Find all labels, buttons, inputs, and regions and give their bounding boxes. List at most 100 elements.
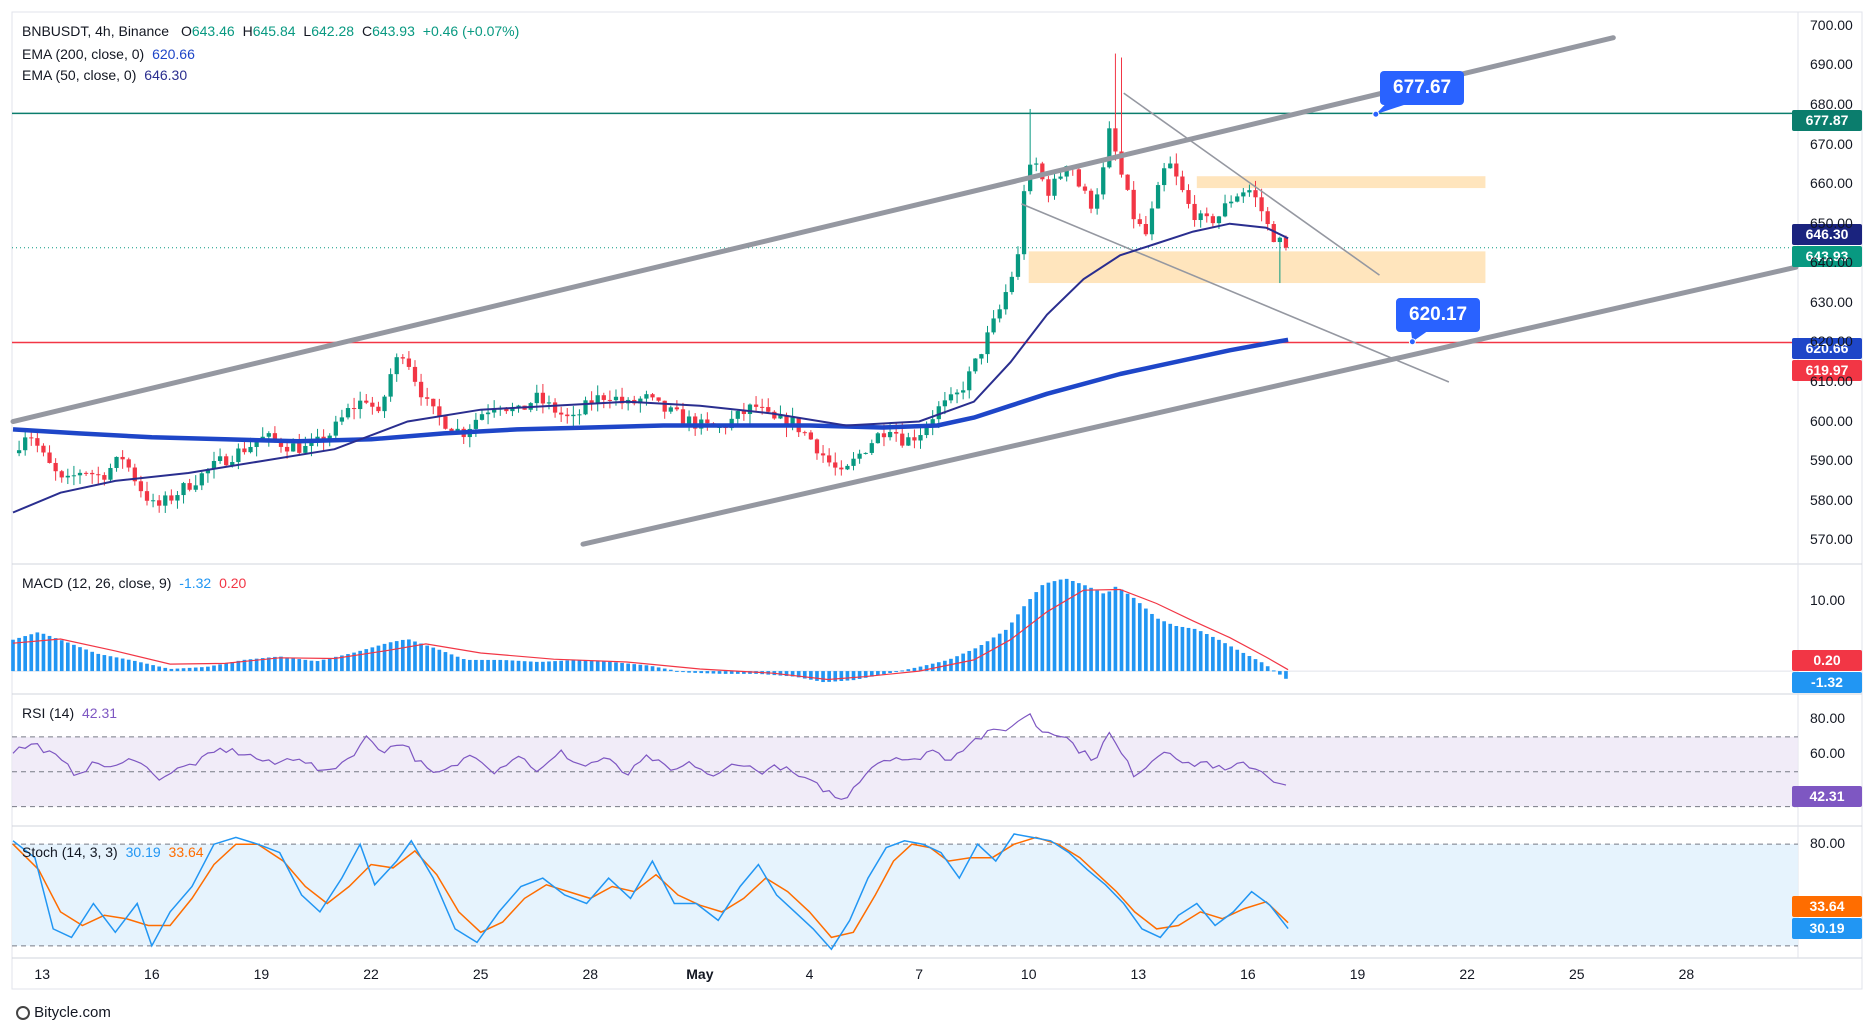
candle-body <box>601 395 606 400</box>
macd-histogram-bar <box>425 645 429 672</box>
stoch-d-price-label: 33.64 <box>1792 896 1862 917</box>
price-levels <box>12 112 1798 344</box>
candle-body <box>132 467 137 482</box>
macd-histogram-bar <box>1034 592 1039 672</box>
macd-histogram-bar <box>309 660 314 672</box>
resistance-price-label: 677.87 <box>1792 110 1862 131</box>
macd-histogram-bar <box>1265 666 1270 672</box>
candle-body <box>638 398 643 404</box>
candle-body <box>266 433 271 437</box>
candle-body <box>449 428 454 432</box>
close-label: C <box>361 23 373 39</box>
candle-body <box>65 475 70 478</box>
low-value: 642.28 <box>311 23 355 39</box>
candle-body <box>1265 211 1270 225</box>
macd-histogram-bar <box>614 662 618 672</box>
candle-body <box>577 414 582 416</box>
candle-body <box>1180 176 1185 191</box>
candle-body <box>619 396 625 404</box>
macd-histogram-bar <box>863 671 868 678</box>
candle-body <box>1034 163 1039 165</box>
candle-body <box>808 432 814 440</box>
candle-body <box>1009 276 1015 293</box>
macd-histogram-bar <box>699 671 704 674</box>
macd-histogram-bar <box>644 665 649 672</box>
candle-body <box>741 411 747 415</box>
macd-histogram-bar <box>297 659 302 672</box>
price-tick-label: 690.00 <box>1810 56 1853 73</box>
ema200-price-label: 620.66 <box>1792 338 1862 359</box>
ema200-value: 620.66 <box>152 46 195 62</box>
candle-body <box>1058 176 1063 179</box>
candle-body <box>181 483 186 496</box>
candle-body <box>23 437 28 451</box>
macd-histogram-bar <box>315 661 320 672</box>
macd-histogram-bar <box>212 665 216 672</box>
macd-histogram-bar <box>279 656 283 672</box>
candle-body <box>297 443 302 453</box>
candle-body <box>77 472 83 476</box>
macd-histogram-bar <box>790 671 795 677</box>
candle-body <box>565 414 570 417</box>
upper-level-callout: 677.67 <box>1380 71 1465 105</box>
price-tick-label: 670.00 <box>1810 135 1853 152</box>
chart-frame <box>11 11 1863 990</box>
candle-body <box>595 395 600 404</box>
candle-body <box>309 442 314 446</box>
macd-histogram-bar <box>90 651 95 672</box>
macd-histogram-bar <box>1284 671 1288 679</box>
stoch-k-price-label: 30.19 <box>1792 918 1862 939</box>
candle-body <box>1052 178 1057 196</box>
macd-histogram-bar <box>723 671 728 674</box>
candle-body <box>772 411 777 419</box>
candle-body <box>53 462 58 472</box>
candle-body <box>437 406 442 417</box>
macd-histogram-bar <box>632 664 637 672</box>
high-label: H <box>242 23 253 39</box>
candle-body <box>954 392 960 395</box>
macd-histogram-bar <box>199 667 204 672</box>
candle-body <box>504 407 509 412</box>
macd-histogram-bar <box>157 666 162 672</box>
candle-body <box>967 371 972 391</box>
stoch-k-line <box>12 833 1289 951</box>
candle-body <box>224 456 229 466</box>
macd-histogram-bar <box>126 659 131 672</box>
candle-body <box>138 481 144 492</box>
candle-body <box>333 421 338 436</box>
macd-histogram-bar <box>492 659 496 672</box>
candle-body <box>887 431 893 438</box>
macd-histogram-bar <box>382 643 387 672</box>
macd-histogram-bar <box>1040 585 1045 672</box>
candle-body <box>571 414 576 417</box>
high-value: 645.84 <box>252 23 296 39</box>
candle-body <box>1021 191 1027 255</box>
macd-histogram-bar <box>120 658 125 672</box>
candle-body <box>1040 163 1045 180</box>
change-value: +0.46 (+0.07%) <box>422 23 520 39</box>
macd-histogram-bar <box>547 661 551 672</box>
candle-body <box>857 453 862 459</box>
macd-histogram-bar <box>918 666 923 672</box>
candle-body <box>187 483 192 490</box>
macd-histogram-bar <box>139 662 143 672</box>
macd-histogram-bar <box>528 661 533 672</box>
candle-body <box>760 406 765 408</box>
macd-histogram-bar <box>29 634 34 672</box>
macd-label: MACD (12, 26, close, 9) <box>22 575 172 591</box>
candle-body <box>686 416 692 424</box>
candlestick-series <box>16 53 1289 513</box>
time-tick-label: 16 <box>1240 966 1256 982</box>
macd-histogram-bar <box>59 640 64 672</box>
ema50-legend: EMA (50, close, 0) 646.30 <box>22 66 187 85</box>
macd-histogram-bar <box>924 665 929 672</box>
candle-body <box>589 400 594 404</box>
candle-body <box>382 396 387 412</box>
candle-body <box>388 374 393 397</box>
macd-histogram-bar <box>565 660 570 672</box>
macd-histogram-bar <box>979 644 984 672</box>
time-tick-label: 28 <box>582 966 599 982</box>
macd-histogram-bar <box>638 664 643 672</box>
candle-body <box>254 442 259 447</box>
candle-body <box>126 459 131 468</box>
